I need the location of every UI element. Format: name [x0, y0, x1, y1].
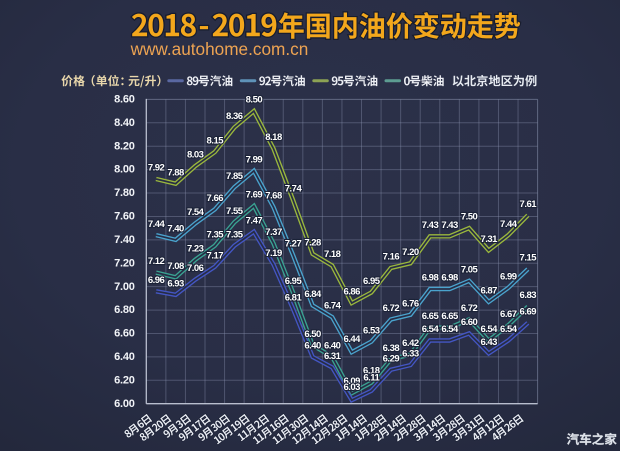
svg-text:6.74: 6.74 — [324, 301, 342, 312]
svg-text:8.03: 8.03 — [187, 150, 204, 161]
svg-text:6.03: 6.03 — [343, 382, 360, 393]
svg-text:7.28: 7.28 — [304, 238, 321, 249]
svg-text:6.54: 6.54 — [500, 324, 518, 335]
svg-text:6.67: 6.67 — [500, 309, 517, 320]
svg-text:7.17: 7.17 — [207, 250, 224, 261]
svg-text:7.54: 7.54 — [187, 207, 205, 218]
svg-text:6.20: 6.20 — [114, 374, 135, 386]
svg-text:6.50: 6.50 — [304, 329, 321, 340]
svg-text:6.76: 6.76 — [402, 298, 419, 309]
svg-text:6.53: 6.53 — [363, 325, 380, 336]
svg-text:7.12: 7.12 — [148, 256, 165, 267]
svg-text:7.20: 7.20 — [114, 257, 135, 269]
svg-text:6.44: 6.44 — [343, 334, 361, 345]
svg-text:7.00: 7.00 — [114, 281, 135, 293]
svg-text:6.65: 6.65 — [441, 311, 459, 322]
svg-text:7.92: 7.92 — [148, 163, 165, 174]
svg-text:6.60: 6.60 — [114, 328, 135, 340]
svg-text:7.18: 7.18 — [324, 249, 341, 260]
svg-text:7.66: 7.66 — [207, 193, 224, 204]
svg-text:8.50: 8.50 — [246, 95, 263, 106]
svg-text:8.15: 8.15 — [207, 136, 225, 147]
svg-text:7.47: 7.47 — [246, 215, 263, 226]
svg-text:7.69: 7.69 — [246, 190, 263, 201]
svg-text:6.96: 6.96 — [148, 275, 165, 286]
svg-text:8.00: 8.00 — [114, 164, 135, 176]
svg-text:6.31: 6.31 — [324, 351, 342, 362]
svg-text:6.81: 6.81 — [285, 293, 303, 304]
svg-text:6.40: 6.40 — [324, 341, 341, 352]
svg-text:6.72: 6.72 — [461, 303, 478, 314]
svg-text:7.74: 7.74 — [285, 184, 303, 195]
svg-text:6.54: 6.54 — [480, 324, 498, 335]
svg-text:7.50: 7.50 — [461, 212, 478, 223]
svg-text:7.06: 7.06 — [187, 263, 204, 274]
svg-text:6.18: 6.18 — [363, 366, 380, 377]
svg-text:7.68: 7.68 — [265, 191, 282, 202]
svg-text:7.20: 7.20 — [402, 247, 419, 258]
svg-text:7.43: 7.43 — [422, 220, 439, 231]
svg-text:7.37: 7.37 — [265, 227, 282, 238]
svg-text:8.40: 8.40 — [114, 117, 135, 129]
svg-text:6.95: 6.95 — [285, 276, 303, 287]
svg-text:6.38: 6.38 — [383, 343, 400, 354]
svg-text:6.00: 6.00 — [114, 398, 135, 410]
svg-text:7.40: 7.40 — [114, 234, 135, 246]
svg-text:8.36: 8.36 — [226, 111, 243, 122]
svg-text:7.08: 7.08 — [167, 261, 184, 272]
svg-text:6.80: 6.80 — [114, 304, 135, 316]
svg-text:7.61: 7.61 — [520, 199, 538, 210]
svg-text:6.72: 6.72 — [383, 303, 400, 314]
svg-text:6.40: 6.40 — [304, 341, 321, 352]
svg-text:6.93: 6.93 — [167, 279, 184, 290]
svg-text:7.99: 7.99 — [246, 154, 263, 165]
svg-text:6.84: 6.84 — [304, 289, 322, 300]
svg-text:7.27: 7.27 — [285, 239, 302, 250]
svg-text:6.60: 6.60 — [461, 317, 478, 328]
svg-text:7.05: 7.05 — [461, 264, 479, 275]
svg-text:6.98: 6.98 — [441, 273, 458, 284]
svg-text:7.85: 7.85 — [226, 171, 244, 182]
svg-text:7.40: 7.40 — [167, 223, 184, 234]
svg-text:6.65: 6.65 — [422, 311, 440, 322]
svg-text:6.42: 6.42 — [402, 338, 419, 349]
svg-text:6.11: 6.11 — [363, 372, 380, 383]
svg-text:7.44: 7.44 — [500, 219, 518, 230]
svg-text:7.88: 7.88 — [167, 167, 184, 178]
svg-text:8.60: 8.60 — [114, 94, 135, 106]
svg-text:6.87: 6.87 — [480, 286, 497, 297]
svg-text:7.43: 7.43 — [441, 220, 458, 231]
svg-text:7.55: 7.55 — [226, 206, 244, 217]
svg-text:6.83: 6.83 — [520, 290, 537, 301]
svg-text:www.autohome.com.cn: www.autohome.com.cn — [130, 39, 309, 59]
svg-text:7.15: 7.15 — [520, 253, 538, 264]
svg-text:6.09: 6.09 — [343, 376, 360, 387]
svg-text:6.40: 6.40 — [114, 351, 135, 363]
svg-text:7.60: 7.60 — [114, 211, 135, 223]
svg-text:6.54: 6.54 — [441, 324, 459, 335]
svg-text:6.69: 6.69 — [520, 307, 537, 318]
svg-text:7.44: 7.44 — [148, 219, 166, 230]
svg-text:8.18: 8.18 — [265, 132, 282, 143]
svg-text:7.23: 7.23 — [187, 243, 204, 254]
svg-text:7.80: 7.80 — [114, 187, 135, 199]
svg-text:7.35: 7.35 — [207, 229, 225, 240]
svg-text:6.86: 6.86 — [343, 287, 360, 298]
svg-text:8.20: 8.20 — [114, 140, 135, 152]
svg-text:7.19: 7.19 — [265, 248, 282, 259]
svg-text:6.95: 6.95 — [363, 276, 381, 287]
svg-text:6.29: 6.29 — [383, 353, 400, 364]
svg-text:6.99: 6.99 — [500, 271, 517, 282]
svg-text:7.16: 7.16 — [383, 252, 400, 263]
svg-text:6.43: 6.43 — [480, 337, 497, 348]
svg-text:7.35: 7.35 — [226, 229, 244, 240]
svg-text:6.33: 6.33 — [402, 349, 419, 360]
svg-text:7.31: 7.31 — [480, 234, 498, 245]
svg-text:6.54: 6.54 — [422, 324, 440, 335]
svg-text:6.98: 6.98 — [422, 273, 439, 284]
